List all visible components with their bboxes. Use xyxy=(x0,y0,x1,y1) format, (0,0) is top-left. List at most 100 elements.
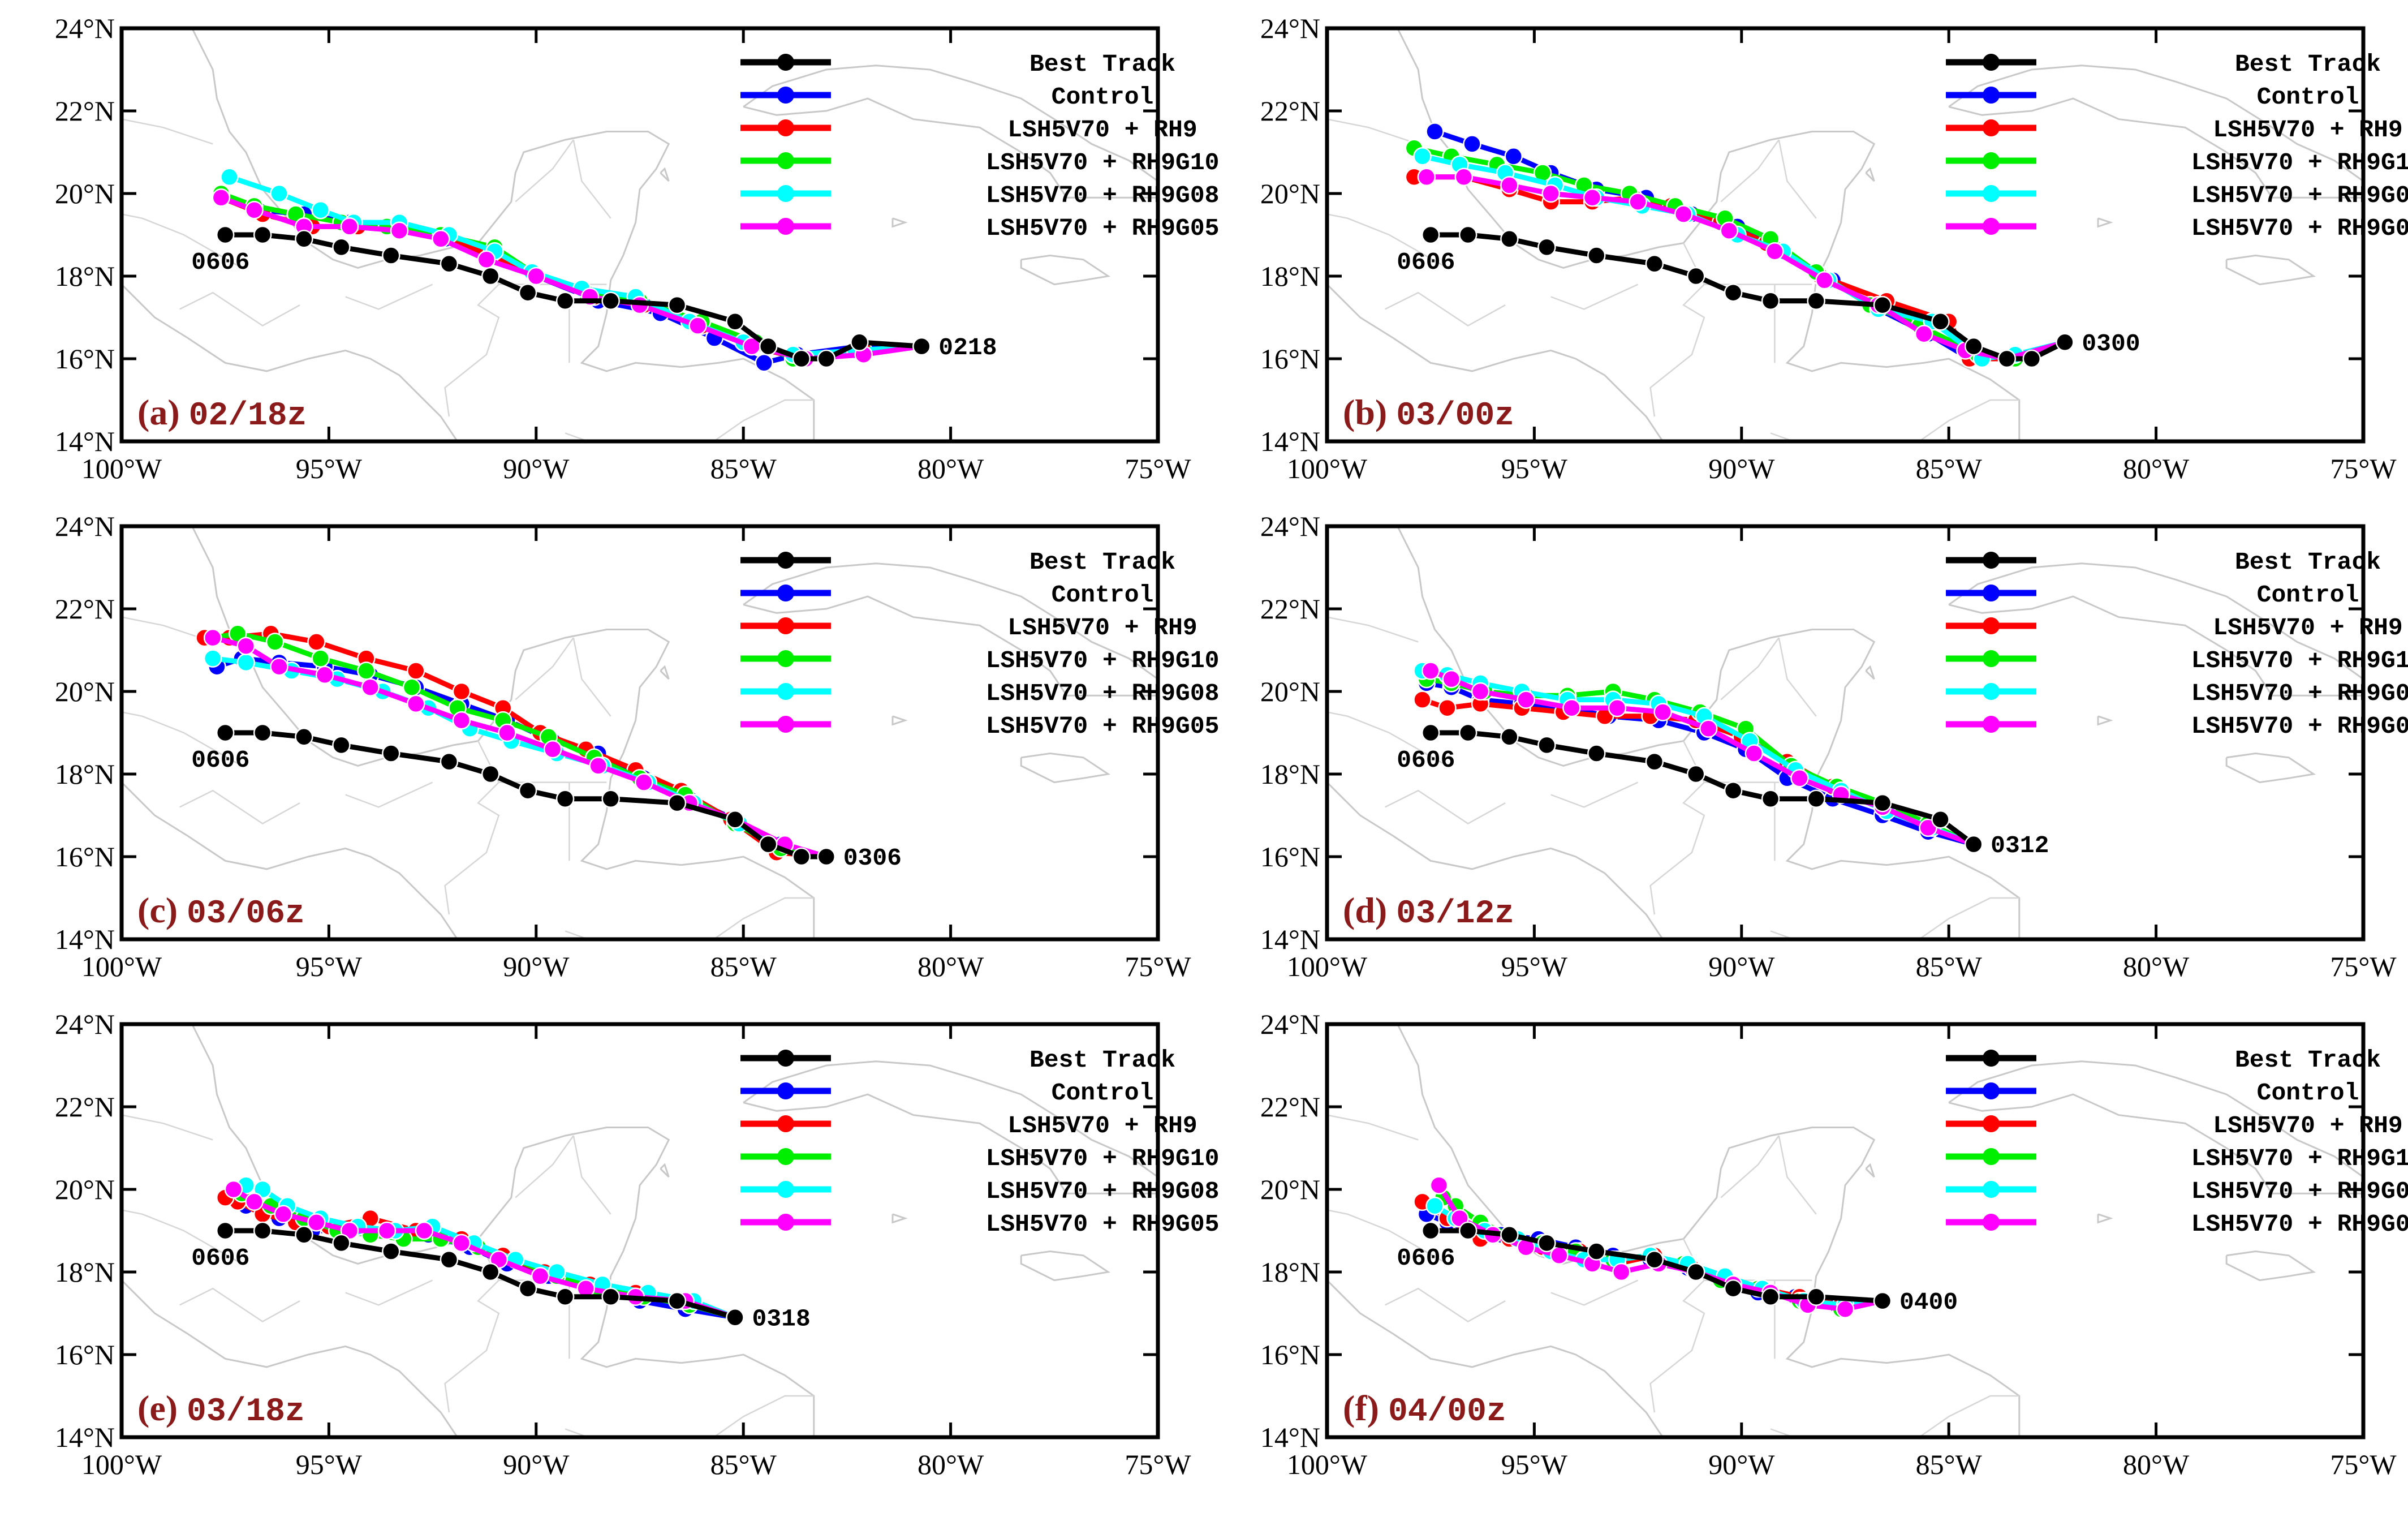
best-track-point xyxy=(1587,1242,1606,1261)
legend-marker xyxy=(1983,716,2000,733)
best-track-point xyxy=(382,246,400,265)
legend: Best Track Control LSH5V70 + RH9 LSH5V70 + … xyxy=(740,1046,1219,1238)
y-tick-label: 18°N xyxy=(1260,758,1320,790)
track-point xyxy=(1608,698,1627,717)
best-track xyxy=(216,1221,744,1327)
track-point xyxy=(688,316,707,335)
track-point xyxy=(270,184,288,203)
legend-marker xyxy=(777,54,794,71)
best-track-point xyxy=(332,1234,351,1253)
best-track-point xyxy=(518,781,537,800)
coastline xyxy=(1327,1024,2021,1437)
track-point xyxy=(390,221,409,240)
coastline xyxy=(1327,283,1664,441)
y-tick-label: 24°N xyxy=(55,1008,115,1040)
best-track-point xyxy=(667,793,687,813)
end-time-label: 0606 xyxy=(1397,248,1455,276)
legend-label: LSH5V70 + RH9G10 xyxy=(986,1145,1220,1172)
track-point xyxy=(498,723,516,742)
start-time-label: 0218 xyxy=(938,334,997,362)
x-tick-label: 80°W xyxy=(2123,453,2190,484)
track-point xyxy=(245,1192,264,1211)
legend-marker xyxy=(777,585,794,601)
y-tick-label: 16°N xyxy=(1260,1339,1320,1370)
panel-title: (f) 04/00z xyxy=(1343,1388,1506,1430)
best-track-point xyxy=(1761,1287,1780,1307)
y-tick-label: 22°N xyxy=(55,1091,115,1123)
coastline xyxy=(660,1163,670,1178)
country-border xyxy=(712,897,814,939)
best-track-point xyxy=(1873,1291,1892,1310)
track-point xyxy=(407,661,425,680)
legend-label: Control xyxy=(1052,1079,1154,1107)
track-point xyxy=(1541,184,1560,203)
best-track-point xyxy=(1724,283,1743,302)
country-border xyxy=(1918,897,2019,939)
legend-marker xyxy=(1983,119,2000,136)
coastline xyxy=(660,167,670,182)
x-tick-label: 80°W xyxy=(2123,1449,2190,1480)
legend-label: LSH5V70 + RH9 xyxy=(2213,1112,2402,1140)
y-tick-label: 14°N xyxy=(1260,426,1320,457)
legend-label: LSH5V70 + RH9 xyxy=(1007,116,1197,144)
legend-marker xyxy=(1983,152,2000,169)
best-track-point xyxy=(382,1242,400,1261)
legend-marker xyxy=(1983,617,2000,634)
coastline xyxy=(2225,254,2316,286)
legend-marker xyxy=(1983,1181,2000,1198)
basemap xyxy=(1327,526,2363,939)
country-border xyxy=(1770,1428,1796,1437)
best-track-point xyxy=(1645,254,1664,273)
legend-marker xyxy=(777,152,794,169)
legend-label: LSH5V70 + RH9G05 xyxy=(2191,214,2408,242)
country-border xyxy=(1327,1114,1419,1141)
legend-marker xyxy=(1983,585,2000,601)
legend-label: LSH5V70 + RH9 xyxy=(2213,614,2402,642)
coastline xyxy=(743,1093,1158,1194)
coastline xyxy=(743,562,1158,680)
coastline xyxy=(1020,1250,1111,1282)
legend-marker xyxy=(777,1082,794,1099)
best-track-point xyxy=(253,1221,272,1240)
best-track-point xyxy=(1421,225,1440,244)
coastline xyxy=(1948,65,2363,182)
x-tick-label: 75°W xyxy=(2330,453,2397,484)
track-point xyxy=(311,200,330,220)
track-point xyxy=(1914,324,1933,343)
country-border xyxy=(1918,1395,2019,1437)
country-border xyxy=(122,213,243,269)
legend-label: LSH5V70 + RH9G05 xyxy=(2191,1210,2408,1238)
y-tick-label: 14°N xyxy=(55,426,115,457)
x-tick-label: 95°W xyxy=(296,453,363,484)
x-tick-label: 100°W xyxy=(1287,453,1368,484)
best-track-point xyxy=(1686,267,1705,286)
x-tick-label: 90°W xyxy=(1708,951,1775,982)
x-tick-label: 75°W xyxy=(2330,1449,2397,1480)
legend-marker xyxy=(1983,1082,2000,1099)
track-point xyxy=(1720,221,1739,240)
start-time-label: 0306 xyxy=(843,844,902,872)
legend-label: Control xyxy=(2257,83,2359,111)
country-border xyxy=(1327,213,1448,269)
best-track-point xyxy=(1686,764,1705,784)
legend-marker xyxy=(1983,1050,2000,1067)
best-track-point xyxy=(440,752,459,771)
y-tick-label: 24°N xyxy=(1260,510,1320,542)
best-track-point xyxy=(667,295,687,315)
legend-label: LSH5V70 + RH9G10 xyxy=(2191,149,2408,177)
best-track-point xyxy=(1761,291,1780,311)
best-track xyxy=(1421,1221,1892,1310)
panel-frame xyxy=(1325,1022,2366,1439)
panel-frame xyxy=(1325,524,2366,942)
best-track-point xyxy=(1931,312,1950,331)
legend-marker xyxy=(777,716,794,733)
y-tick-label: 18°N xyxy=(1260,260,1320,292)
x-tick-label: 85°W xyxy=(1916,453,1983,484)
best-track-point xyxy=(1537,1234,1556,1253)
coastline xyxy=(122,781,458,939)
panel-time: 03/12z xyxy=(1396,896,1514,932)
legend-marker xyxy=(1983,552,2000,569)
best-track-point xyxy=(792,847,811,866)
legend-label: Best Track xyxy=(1029,50,1175,78)
